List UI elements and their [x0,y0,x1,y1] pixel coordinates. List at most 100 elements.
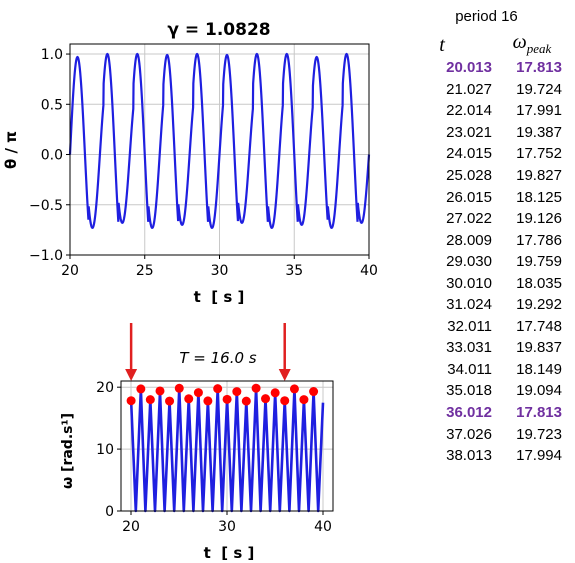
cell-omega-peak: 17.813 [516,59,562,77]
cell-omega-peak: 17.813 [516,404,562,422]
omega-y-axis-label: ω [rad.s¹] [60,413,76,489]
theta-x-tick-label: 40 [360,263,378,279]
cell-omega-peak: 18.125 [516,188,562,206]
theta-x-axis-label: t [ s ] [194,288,245,306]
cell-omega-peak: 17.786 [516,231,562,249]
theta-x-ticks: 20 25 30 35 40 [61,255,378,279]
period-arrow-head [278,369,291,381]
period-arrow-head [125,369,138,381]
cell-omega-peak: 19.292 [516,296,562,314]
table-row: 29.030 19.759 [392,251,575,273]
table-row-highlighted: 36.012 17.813 [392,402,575,424]
omega-peak-marker [145,395,155,405]
theta-y-tick-label: −0.5 [29,198,63,214]
theta-x-tick-label: 30 [211,263,229,279]
theta-chart-title: γ = 1.0828 [167,20,270,40]
cell-t: 22.014 [446,102,492,120]
omega-peak-marker [280,396,290,406]
omega-peak-marker [193,388,203,398]
table-header: t ωpeak [392,31,575,57]
cell-omega-peak: 18.035 [516,274,562,292]
cell-t: 35.018 [446,382,492,400]
omega-peak-marker [213,384,223,394]
omega-peak-marker [136,384,146,394]
omega-peak-marker [155,386,165,396]
omega-peak-marker [165,396,175,406]
cell-t: 38.013 [446,447,492,465]
theta-y-axis-label: θ / π [2,131,20,169]
omega-chart: T = 16.0 s 20 10 0 20 30 40 ω [rad.s¹] t [ s… [60,323,334,562]
cell-t: 23.021 [446,123,492,141]
table-row: 34.011 18.149 [392,359,575,381]
omega-peak-marker [251,383,261,393]
cell-omega-peak: 17.991 [516,102,562,120]
table-row: 25.028 19.827 [392,165,575,187]
table-row: 26.015 18.125 [392,186,575,208]
cell-t: 31.024 [446,296,492,314]
cell-omega-peak: 17.994 [516,447,562,465]
table-row: 38.013 17.994 [392,445,575,467]
cell-omega-peak: 19.724 [516,80,562,98]
table-row: 30.010 18.035 [392,272,575,294]
table-row: 33.031 19.837 [392,337,575,359]
cell-t: 29.030 [446,253,492,271]
cell-t: 28.009 [446,231,492,249]
omega-y-tick-label: 10 [96,442,114,458]
table-row: 37.026 19.723 [392,423,575,445]
table-body: 20.013 17.813 21.027 19.724 22.014 17.991 23.0… [392,57,575,466]
theta-plot-area [68,52,371,230]
omega-x-tick-label: 20 [122,519,140,535]
theta-y-tick-label: −1.0 [29,248,63,264]
cell-t: 26.015 [446,188,492,206]
cell-t: 33.031 [446,339,492,357]
cell-omega-peak: 19.723 [516,425,562,443]
cell-omega-peak: 19.759 [516,253,562,271]
omega-peak-marker [289,384,299,394]
theta-y-ticks: 1.0 0.5 0.0 −0.5 −1.0 [29,47,70,264]
cell-t: 21.027 [446,80,492,98]
theta-x-tick-label: 25 [136,263,154,279]
table-title: period 16 [455,8,518,25]
cell-omega-peak: 19.094 [516,382,562,400]
omega-x-tick-label: 30 [218,519,236,535]
table-row: 32.011 17.748 [392,316,575,338]
cell-t: 37.026 [446,425,492,443]
theta-x-tick-label: 35 [285,263,303,279]
table-row: 24.015 17.752 [392,143,575,165]
theta-y-tick-label: 0.0 [41,148,63,164]
cell-omega-peak: 19.126 [516,210,562,228]
cell-t: 34.011 [447,360,492,378]
omega-peak-marker [270,388,280,398]
omega-y-tick-label: 0 [105,504,114,520]
cell-t: 30.010 [446,274,492,292]
omega-peak-marker [261,394,271,404]
table-row: 35.018 19.094 [392,380,575,402]
table-row: 21.027 19.724 [392,79,575,101]
cell-omega-peak: 19.837 [516,339,562,357]
theta-y-tick-label: 0.5 [41,97,63,113]
omega-peak-marker [232,387,242,397]
omega-peak-marker [222,394,232,404]
period-annotation: T = 16.0 s [179,349,256,367]
theta-y-tick-label: 1.0 [41,47,63,63]
cell-t: 20.013 [446,59,492,77]
period-arrows [125,323,291,381]
peak-table: period 16 t ωpeak 20.013 17.813 21.027 19.7… [392,8,575,466]
omega-series-line [129,386,325,513]
omega-peak-marker [299,395,309,405]
cell-omega-peak: 18.149 [516,360,562,378]
omega-peak-marker [184,394,194,404]
cell-t: 24.015 [446,145,492,163]
table-row: 31.024 19.292 [392,294,575,316]
cell-omega-peak: 17.748 [516,317,562,335]
omega-y-ticks: 20 10 0 [96,380,121,520]
omega-peak-marker [126,396,136,406]
cell-t: 36.012 [446,404,492,422]
omega-x-axis-label: t [ s ] [204,544,255,562]
omega-peak-marker [241,396,251,406]
table-row: 27.022 19.126 [392,208,575,230]
omega-peak-marker [174,383,184,393]
theta-chart: γ = 1.0828 1.00.50.0−0.5−1.0 20 25 30 35 40 … [2,20,378,306]
column-header-omega: ωpeak [512,31,552,56]
column-header-t: t [439,34,445,56]
